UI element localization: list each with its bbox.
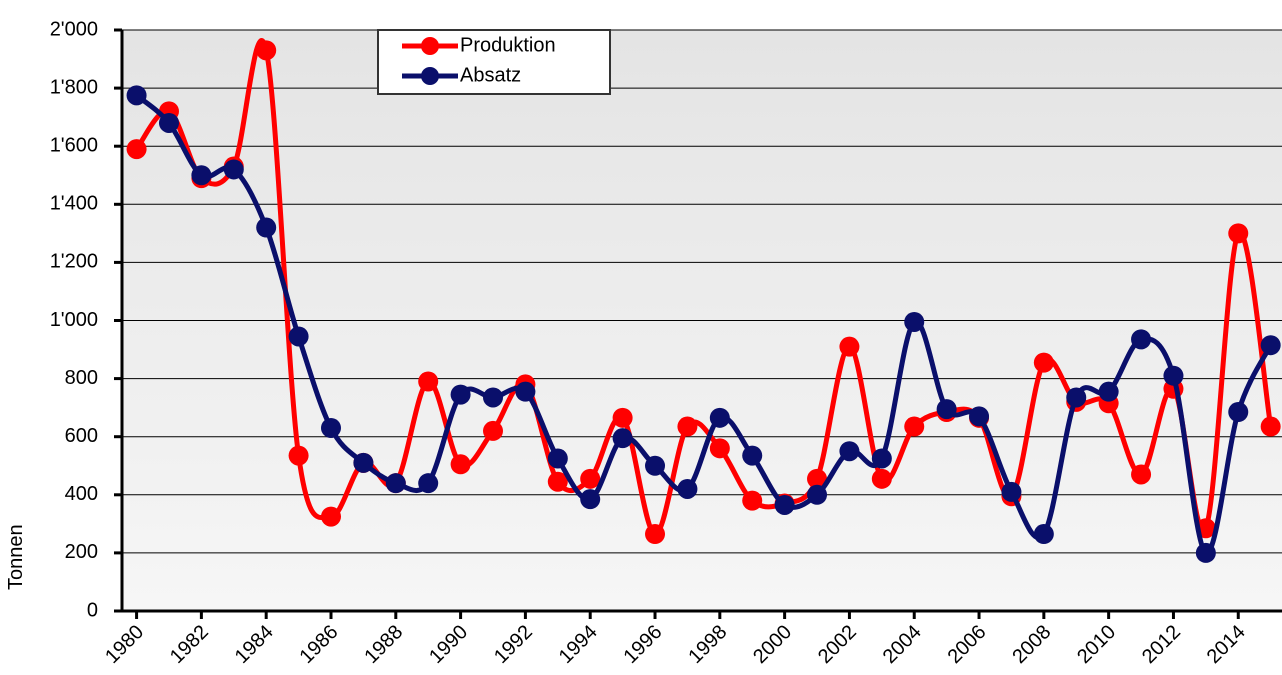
data-point bbox=[126, 139, 147, 160]
data-point bbox=[450, 454, 471, 475]
x-tick-label: 1984 bbox=[231, 621, 278, 668]
x-tick-label: 2002 bbox=[814, 621, 861, 668]
y-tick-label: 1'200 bbox=[50, 251, 98, 273]
data-point bbox=[547, 471, 568, 492]
data-point bbox=[742, 490, 763, 511]
data-point bbox=[1163, 365, 1184, 386]
data-point bbox=[1195, 542, 1216, 563]
x-tick-label: 2000 bbox=[749, 621, 796, 668]
x-tick-label: 1992 bbox=[490, 621, 537, 668]
data-point bbox=[256, 40, 277, 61]
data-point bbox=[1098, 381, 1119, 402]
data-point bbox=[483, 387, 504, 408]
legend-box bbox=[377, 29, 611, 95]
legend-label: Absatz bbox=[460, 64, 521, 86]
x-tick-label: 1990 bbox=[425, 621, 472, 668]
data-point bbox=[645, 455, 666, 476]
data-point bbox=[450, 384, 471, 405]
data-point bbox=[418, 371, 439, 392]
data-point bbox=[1260, 416, 1281, 437]
data-point bbox=[709, 438, 730, 459]
data-point bbox=[191, 165, 212, 186]
data-point bbox=[807, 484, 828, 505]
x-tick-label: 2004 bbox=[879, 621, 926, 668]
data-point bbox=[904, 416, 925, 437]
x-tick-label: 1986 bbox=[296, 621, 343, 668]
data-point bbox=[1228, 223, 1249, 244]
data-point bbox=[1001, 481, 1022, 502]
legend-label: Produktion bbox=[460, 34, 556, 56]
data-point bbox=[612, 407, 633, 428]
data-point bbox=[645, 524, 666, 545]
y-tick-label: 1'400 bbox=[50, 193, 98, 215]
x-tick-label: 1996 bbox=[620, 621, 667, 668]
data-point bbox=[807, 468, 828, 489]
data-point bbox=[969, 406, 990, 427]
data-point bbox=[677, 478, 698, 499]
data-point bbox=[126, 85, 147, 106]
data-point bbox=[288, 445, 309, 466]
data-point bbox=[353, 452, 374, 473]
y-tick-label: 600 bbox=[65, 425, 98, 447]
x-tick-label: 2010 bbox=[1073, 621, 1120, 668]
data-point bbox=[320, 417, 341, 438]
x-tick-label: 1982 bbox=[166, 621, 213, 668]
data-point bbox=[1228, 402, 1249, 423]
data-point bbox=[223, 159, 244, 180]
x-tick-label: 2008 bbox=[1008, 621, 1055, 668]
y-tick-label: 2'000 bbox=[50, 18, 98, 40]
x-tick-label: 2014 bbox=[1203, 621, 1250, 668]
data-point bbox=[288, 326, 309, 347]
data-point bbox=[742, 445, 763, 466]
data-point bbox=[580, 489, 601, 510]
data-point bbox=[774, 494, 795, 515]
x-tick-label: 1994 bbox=[555, 621, 602, 668]
data-point bbox=[158, 112, 179, 133]
data-point bbox=[612, 428, 633, 449]
data-point bbox=[871, 448, 892, 469]
data-point bbox=[936, 399, 957, 420]
y-tick-label: 1'000 bbox=[50, 309, 98, 331]
legend-swatch-marker bbox=[421, 67, 439, 85]
data-point bbox=[547, 448, 568, 469]
data-point bbox=[1260, 335, 1281, 356]
x-tick-label: 2012 bbox=[1138, 621, 1185, 668]
x-tick-label: 1998 bbox=[684, 621, 731, 668]
data-point bbox=[1066, 387, 1087, 408]
data-point bbox=[385, 473, 406, 494]
data-point bbox=[483, 420, 504, 441]
y-tick-label: 1'600 bbox=[50, 134, 98, 156]
data-point bbox=[677, 416, 698, 437]
y-tick-label: 400 bbox=[65, 483, 98, 505]
x-tick-label: 1988 bbox=[360, 621, 407, 668]
data-point bbox=[320, 506, 341, 527]
data-point bbox=[515, 381, 536, 402]
data-point bbox=[1033, 352, 1054, 373]
x-tick-label: 1980 bbox=[101, 621, 148, 668]
y-tick-label: 0 bbox=[87, 599, 98, 621]
data-point bbox=[1131, 464, 1152, 485]
data-point bbox=[256, 217, 277, 238]
legend-swatch-marker bbox=[421, 37, 439, 55]
data-point bbox=[871, 468, 892, 489]
data-point bbox=[709, 407, 730, 428]
data-point bbox=[418, 473, 439, 494]
data-point bbox=[839, 441, 860, 462]
y-tick-label: 200 bbox=[65, 541, 98, 563]
data-point bbox=[1131, 329, 1152, 350]
data-point bbox=[904, 311, 925, 332]
x-tick-label: 2006 bbox=[944, 621, 991, 668]
y-tick-label: 1'800 bbox=[50, 76, 98, 98]
data-point bbox=[839, 336, 860, 357]
y-axis-label: Tonnen bbox=[5, 524, 27, 590]
data-point bbox=[1033, 524, 1054, 545]
y-tick-label: 800 bbox=[65, 367, 98, 389]
data-point bbox=[580, 468, 601, 489]
